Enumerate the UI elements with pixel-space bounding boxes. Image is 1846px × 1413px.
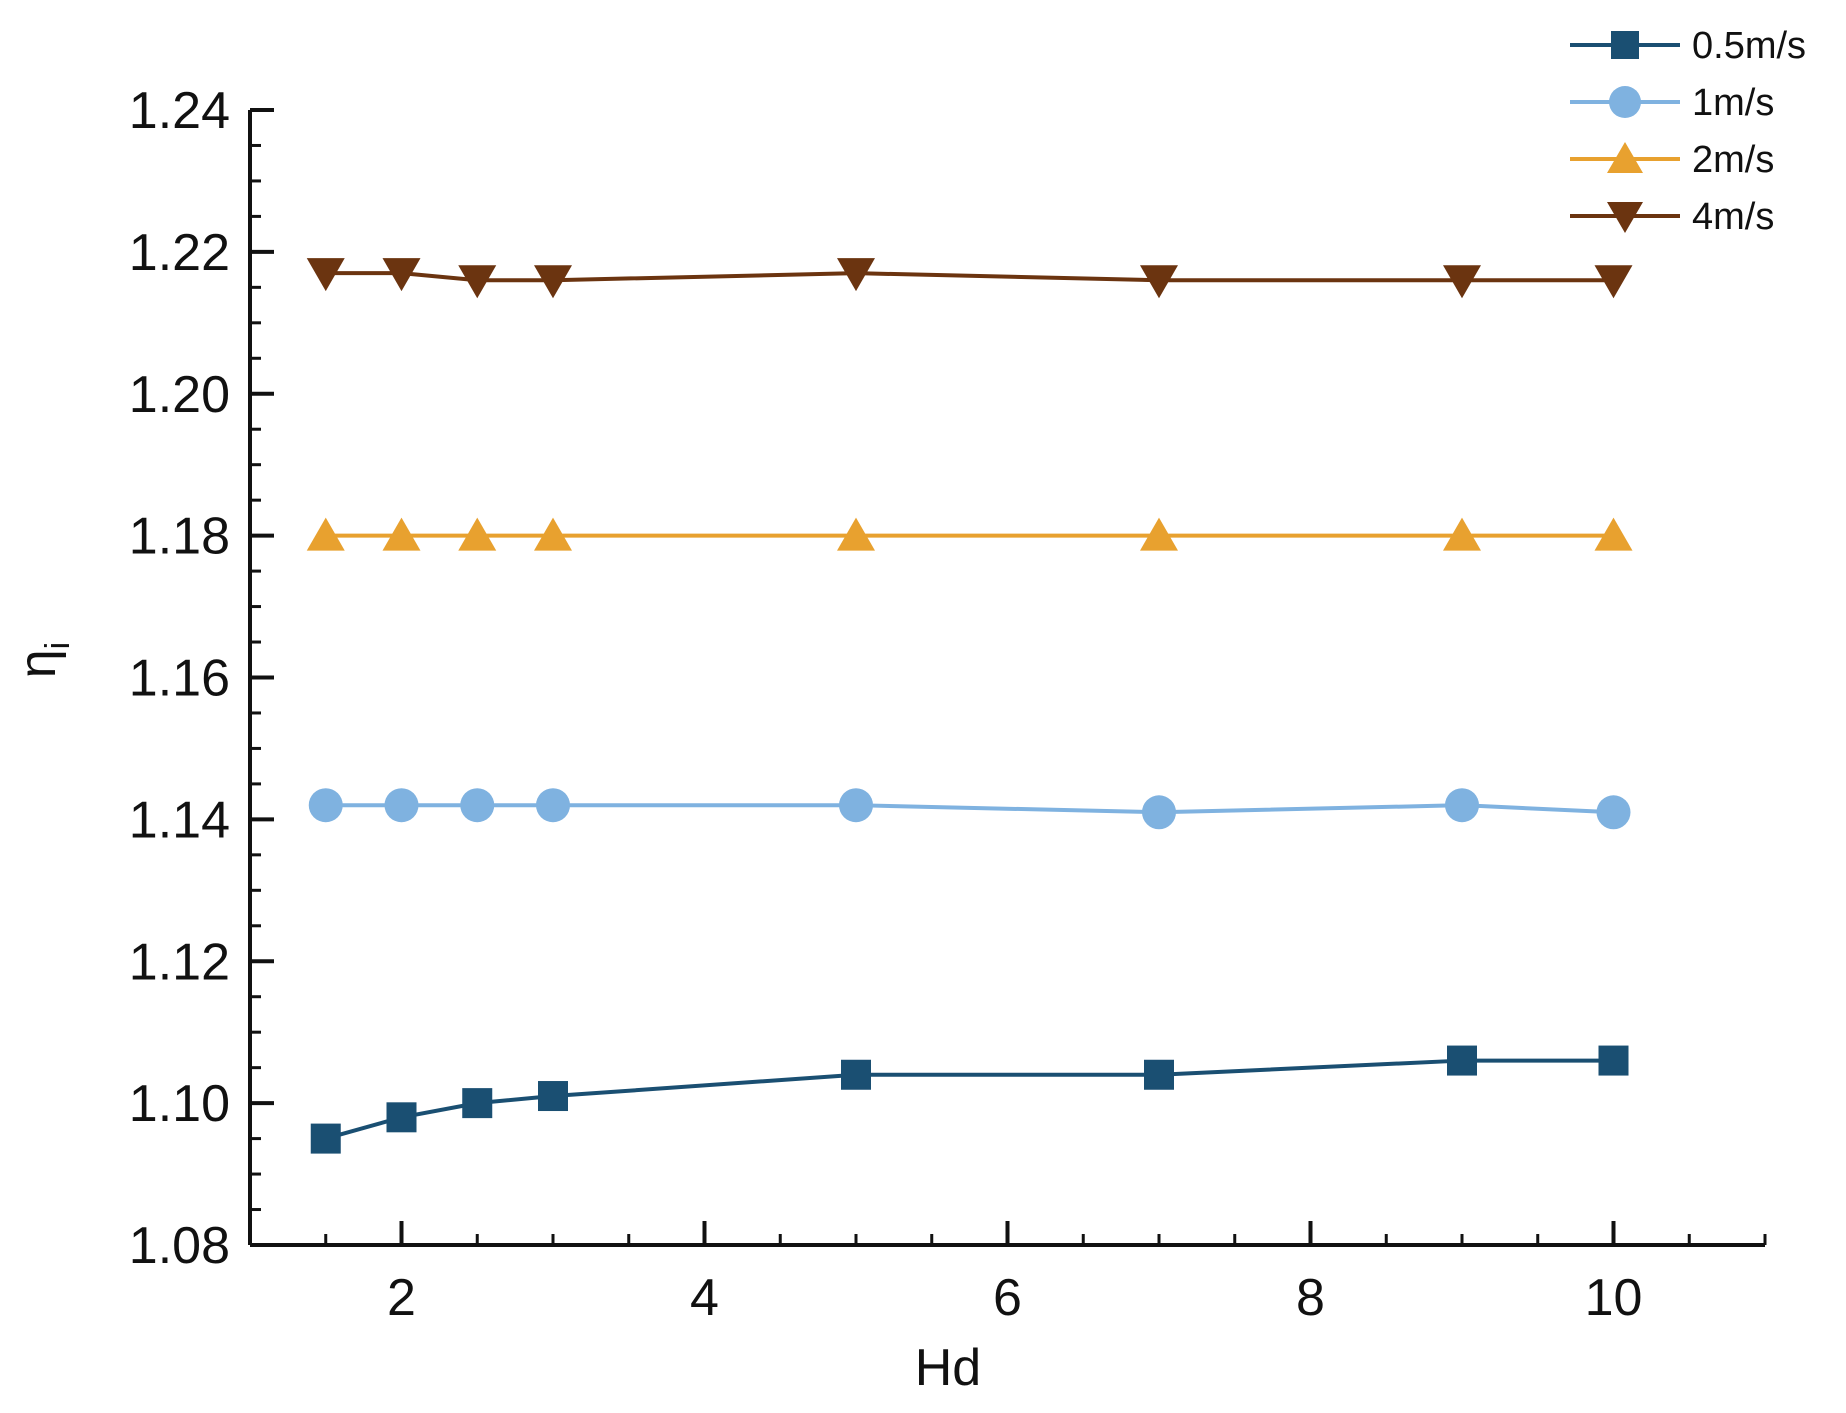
data-point [460, 788, 495, 823]
legend-item: 0.5m/s [1570, 25, 1806, 67]
x-tick-label: 10 [1585, 1269, 1643, 1327]
x-tick-label: 2 [387, 1269, 416, 1327]
y-tick-label: 1.24 [129, 82, 230, 140]
data-point [308, 788, 343, 823]
data-point [458, 265, 497, 299]
data-point [1598, 1045, 1629, 1076]
y-tick-label: 1.20 [129, 366, 230, 424]
y-tick-label: 1.08 [129, 1217, 230, 1275]
legend-marker [1607, 142, 1643, 173]
data-point [841, 1059, 871, 1090]
x-axis-title: Hd [915, 1339, 981, 1397]
y-tick-label: 1.10 [129, 1075, 230, 1133]
data-point [310, 1123, 341, 1154]
data-point [536, 788, 570, 823]
y-axis-title: ηi [9, 642, 77, 678]
data-point [1443, 517, 1481, 551]
data-point [382, 517, 421, 551]
data-point [1594, 265, 1633, 299]
legend-item: 2m/s [1570, 139, 1774, 181]
series-2m/s [306, 517, 1633, 551]
data-point [384, 788, 419, 823]
legend: 0.5m/s 1m/s 2m/s 4m/s [1570, 25, 1806, 238]
y-tick-label: 1.14 [129, 791, 230, 849]
data-point [1445, 788, 1479, 823]
legend-item: 1m/s [1570, 82, 1774, 124]
legend-label: 1m/s [1692, 82, 1774, 124]
series-1m/s [308, 788, 1631, 830]
data-point [534, 265, 572, 299]
legend-label: 4m/s [1692, 196, 1774, 238]
legend-marker [1611, 31, 1639, 59]
data-point [534, 517, 572, 551]
x-tick-label: 6 [993, 1269, 1022, 1327]
data-point [839, 788, 873, 823]
legend-marker [1609, 86, 1641, 118]
x-tick-label: 8 [1296, 1269, 1325, 1327]
series-line [325, 803, 1614, 815]
series-0.5m/s [310, 1045, 1629, 1154]
data-point [306, 258, 345, 292]
data-point [458, 517, 497, 551]
y-tick-label: 1.12 [129, 933, 230, 991]
data-point [1144, 1059, 1174, 1090]
legend-marker [1607, 202, 1643, 233]
data-point [386, 1102, 417, 1133]
data-point [1142, 795, 1176, 830]
legend-item: 4m/s [1570, 196, 1774, 238]
series-line [325, 1058, 1614, 1141]
data-point [1140, 265, 1178, 299]
y-tick-label: 1.16 [129, 650, 230, 708]
data-point [382, 258, 421, 292]
data-point [1596, 795, 1631, 830]
series-line [325, 271, 1614, 283]
data-point [1594, 517, 1633, 551]
y-axis-title-subscript: i [39, 642, 77, 650]
data-point [306, 517, 345, 551]
series-4m/s [306, 258, 1633, 299]
x-tick-label: 4 [690, 1269, 719, 1327]
legend-label: 2m/s [1692, 139, 1774, 181]
y-axis-title-main: η [9, 649, 67, 678]
data-point [538, 1081, 568, 1112]
data-point [1447, 1045, 1477, 1076]
legend-label: 0.5m/s [1692, 25, 1806, 67]
y-tick-label: 1.22 [129, 224, 230, 282]
y-tick-label: 1.18 [129, 508, 230, 566]
series-layer [306, 258, 1633, 1154]
data-point [462, 1088, 493, 1119]
data-point [1140, 517, 1178, 551]
data-point [837, 517, 875, 551]
data-point [837, 258, 875, 292]
data-point [1443, 265, 1481, 299]
axes: 1.08 1.10 1.12 1.14 1.16 1.18 1.20 1.22 1.24 2 4 6 8… [129, 82, 1767, 1327]
